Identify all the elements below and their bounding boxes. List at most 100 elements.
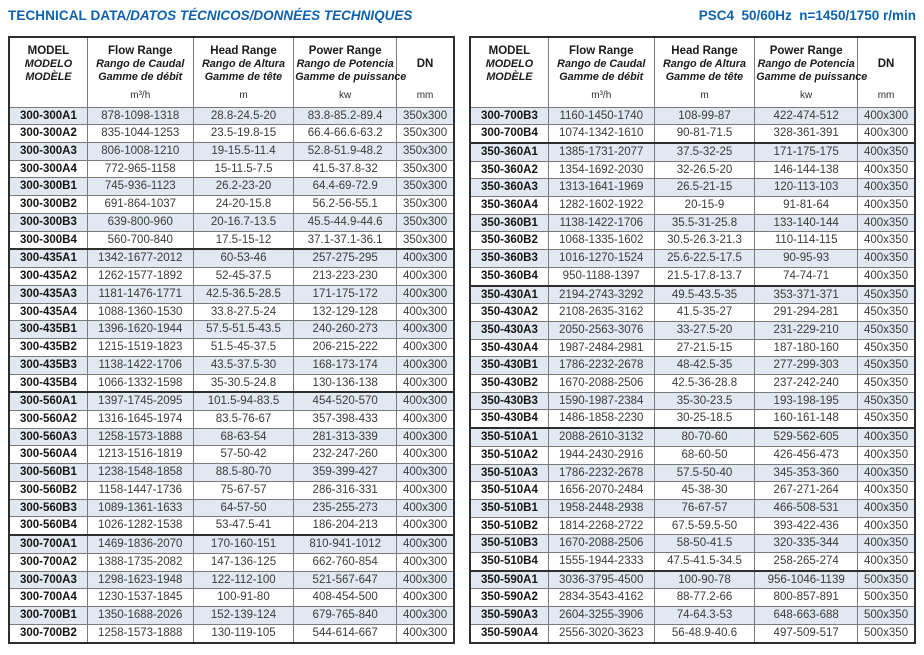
model-cell: 350-360B2 — [469, 231, 549, 251]
head-range-cell: 27-21.5-15 — [653, 338, 756, 358]
tables-container: MODEL MODELO MODÈLE Flow Range Rango de … — [0, 25, 924, 644]
head-range-cell: 28.8-24.5-20 — [192, 106, 295, 126]
table-row: 300-700A2 1388-1735-2082 147-136-125 662-76… — [8, 552, 455, 572]
dn-cell: 400x300 — [396, 480, 455, 500]
model-cell: 300-560B1 — [8, 463, 88, 482]
head-range-cell: 35.5-31-25.8 — [653, 213, 756, 233]
dn-cell: 400x350 — [857, 463, 916, 483]
flow-range-cell: 1397-1745-2095 — [86, 391, 194, 411]
flow-range-cell: 1016-1270-1524 — [547, 249, 655, 268]
power-range-cell: 235-255-273 — [293, 498, 398, 518]
model-cell: 300-300B4 — [8, 230, 88, 250]
power-range-cell: 160-161-148 — [754, 409, 859, 429]
table-row: 300-300B2 691-864-1037 24-20-15.8 56.2-56-5… — [8, 195, 455, 214]
power-range-cell: 497-509-517 — [754, 623, 859, 644]
head-range-cell: 88-77.2-66 — [653, 588, 756, 608]
head-range-cell: 60-53-46 — [192, 248, 295, 269]
flow-range-cell: 1282-1602-1922 — [547, 196, 655, 215]
table-row: 300-300B4 560-700-840 17.5-15-12 37.1-37.1-… — [8, 230, 455, 250]
column-header-dn: DN mm — [396, 36, 455, 108]
table-row: 300-560B2 1158-1447-1736 75-67-57 286-316-3… — [8, 480, 455, 500]
power-range-cell: 83.8-85.2-89.4 — [293, 106, 398, 126]
dn-cell: 400x350 — [857, 498, 916, 518]
power-range-cell: 353-371-371 — [754, 284, 859, 305]
table-row: 350-510B3 1670-2088-2506 58-50-41.5 320-335… — [469, 534, 916, 554]
head-range-cell: 25.6-22.5-17.5 — [653, 249, 756, 268]
dn-cell: 400x350 — [857, 266, 916, 287]
head-range-cell: 53-47.5-41 — [192, 516, 295, 536]
model-cell: 300-300B3 — [8, 212, 88, 232]
dn-cell: 350x300 — [396, 230, 455, 250]
head-range-cell: 20-15-9 — [653, 196, 756, 215]
dn-unit: mm — [877, 90, 895, 101]
technical-table-left: MODEL MODELO MODÈLE Flow Range Rango de … — [8, 36, 455, 644]
table-row: 350-430A2 2108-2635-3162 41.5-35-27 291-294… — [469, 303, 916, 322]
head-range-cell: 57-50-42 — [192, 445, 295, 465]
flow-range-cell: 1342-1677-2012 — [86, 248, 194, 269]
head-unit: m — [239, 90, 248, 101]
power-range-cell: 359-399-427 — [293, 463, 398, 482]
head-range-cell: 30.5-26.3-21.3 — [653, 231, 756, 251]
head-range-cell: 26.2-23-20 — [192, 177, 295, 197]
dn-cell: 400x300 — [396, 498, 455, 518]
flow-range-cell: 1555-1944-2333 — [547, 552, 655, 572]
table-header: MODEL MODELO MODÈLE Flow Range Rango de … — [8, 36, 455, 108]
dn-cell: 450x350 — [857, 391, 916, 411]
table-row: 350-510B4 1555-1944-2333 47.5-41.5-34.5 258… — [469, 552, 916, 572]
power-range-cell: 168-173-174 — [293, 355, 398, 375]
power-range-cell: 171-175-175 — [754, 141, 859, 162]
flow-range-cell: 1215-1519-1823 — [86, 338, 194, 357]
table-row: 350-430A4 1987-2484-2981 27-21.5-15 187-180… — [469, 338, 916, 358]
model-cell: 300-300A3 — [8, 141, 88, 161]
flow-range-cell: 1958-2448-2938 — [547, 498, 655, 518]
model-cell: 350-430B3 — [469, 391, 549, 411]
power-range-cell: 345-353-360 — [754, 463, 859, 483]
flow-range-cell: 639-800-960 — [86, 212, 194, 232]
head-range-cell: 47.5-41.5-34.5 — [653, 552, 756, 572]
flow-range-cell: 2088-2610-3132 — [547, 427, 655, 447]
model-cell: 350-430B1 — [469, 356, 549, 376]
model-header-es: MODELO — [24, 58, 73, 70]
model-cell: 350-590A3 — [469, 606, 549, 625]
table-row: 350-510A4 1656-2070-2484 45-38-30 267-271-2… — [469, 481, 916, 500]
dn-cell: 350x300 — [396, 195, 455, 214]
dn-cell: 400x300 — [396, 248, 455, 269]
table-row: 350-510B1 1958-2448-2938 76-67-57 466-508-5… — [469, 498, 916, 518]
table-row: 300-560B1 1238-1548-1858 88.5-80-70 359-399… — [8, 463, 455, 482]
power-range-cell: 426-456-473 — [754, 445, 859, 465]
head-range-cell: 108-99-87 — [653, 106, 756, 126]
power-range-cell: 237-242-240 — [754, 374, 859, 393]
flow-range-cell: 2194-2743-3292 — [547, 284, 655, 305]
table-row: 300-300A1 878-1098-1318 28.8-24.5-20 83.8-8… — [8, 106, 455, 126]
flow-range-cell: 1181-1476-1771 — [86, 284, 194, 304]
column-header-power-range: Power Range Rango de Potencia Gamme de p… — [293, 36, 406, 108]
model-cell: 300-700A3 — [8, 570, 88, 590]
dn-cell: 350x300 — [396, 212, 455, 232]
table-row: 300-435B1 1396-1620-1944 57.5-51.5-43.5 240… — [8, 320, 455, 340]
flow-range-cell: 1786-2232-2678 — [547, 356, 655, 376]
table-header: MODEL MODELO MODÈLE Flow Range Rango de … — [469, 36, 916, 108]
power-range-cell: 133-140-144 — [754, 213, 859, 233]
flow-range-cell: 1469-1836-2070 — [86, 534, 194, 554]
model-cell: 350-360A2 — [469, 160, 549, 180]
power-range-cell: 45.5-44.9-44.6 — [293, 212, 398, 232]
table-row: 350-360B2 1068-1335-1602 30.5-26.3-21.3 110… — [469, 231, 916, 251]
page-header: TECHNICAL DATA/DATOS TÉCNICOS/DONNÉES TE… — [0, 0, 924, 25]
power-header-en: Power Range — [769, 45, 843, 57]
head-range-cell: 101.5-94-83.5 — [192, 391, 295, 411]
head-range-cell: 147-136-125 — [192, 552, 295, 572]
dn-cell: 450x350 — [857, 338, 916, 358]
power-range-cell: 231-229-210 — [754, 320, 859, 340]
head-range-cell: 64-57-50 — [192, 498, 295, 518]
flow-range-cell: 878-1098-1318 — [86, 106, 194, 126]
power-range-cell: 393-422-436 — [754, 516, 859, 536]
head-range-cell: 24-20-15.8 — [192, 195, 295, 214]
power-range-cell: 286-316-331 — [293, 480, 398, 500]
head-range-cell: 32-26.5-20 — [653, 160, 756, 180]
model-cell: 300-300B2 — [8, 195, 88, 214]
dn-cell: 400x350 — [857, 213, 916, 233]
flow-range-cell: 1213-1516-1819 — [86, 445, 194, 465]
dn-cell: 400x300 — [396, 267, 455, 286]
dn-cell: 450x350 — [857, 284, 916, 305]
model-cell: 350-430B2 — [469, 374, 549, 393]
